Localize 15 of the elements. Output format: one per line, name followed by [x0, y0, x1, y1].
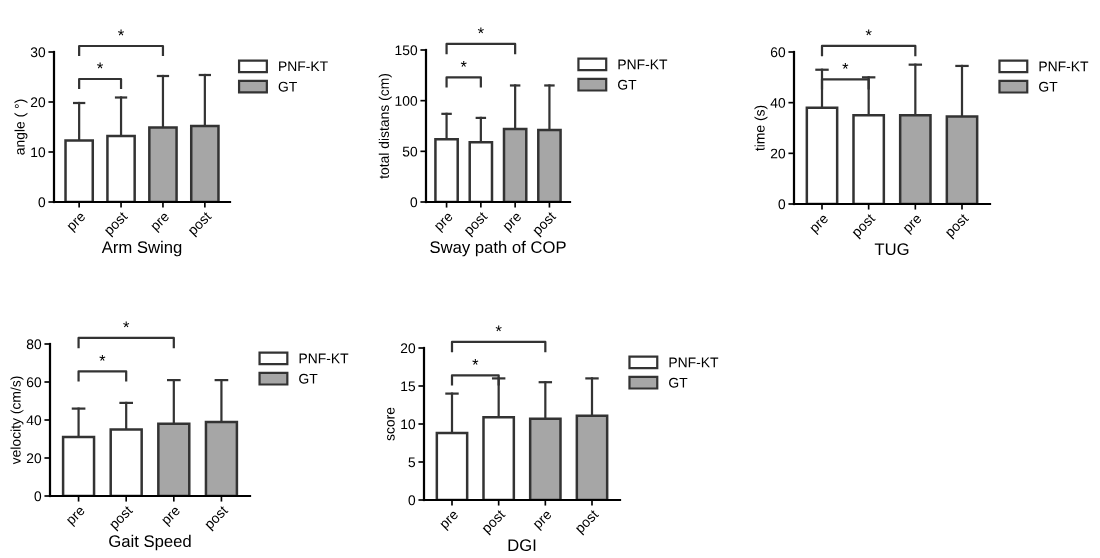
text: * — [118, 29, 125, 36]
x-axis-title: Arm Swing — [101, 240, 182, 257]
annotation: * — [97, 62, 104, 69]
text: * — [865, 29, 872, 36]
x-axis-title: Gait Speed — [109, 534, 191, 551]
annotation: * — [460, 60, 467, 67]
x-axis-title: DGI — [508, 539, 536, 552]
annotation: * — [99, 354, 106, 361]
x-axis-title: TUG — [874, 243, 909, 256]
text: * — [495, 325, 502, 332]
text: * — [123, 321, 130, 328]
annotation: * — [842, 62, 849, 69]
text: * — [477, 27, 484, 34]
x-axis-title: Sway path of COP — [430, 240, 566, 257]
annotation: * — [472, 358, 479, 365]
